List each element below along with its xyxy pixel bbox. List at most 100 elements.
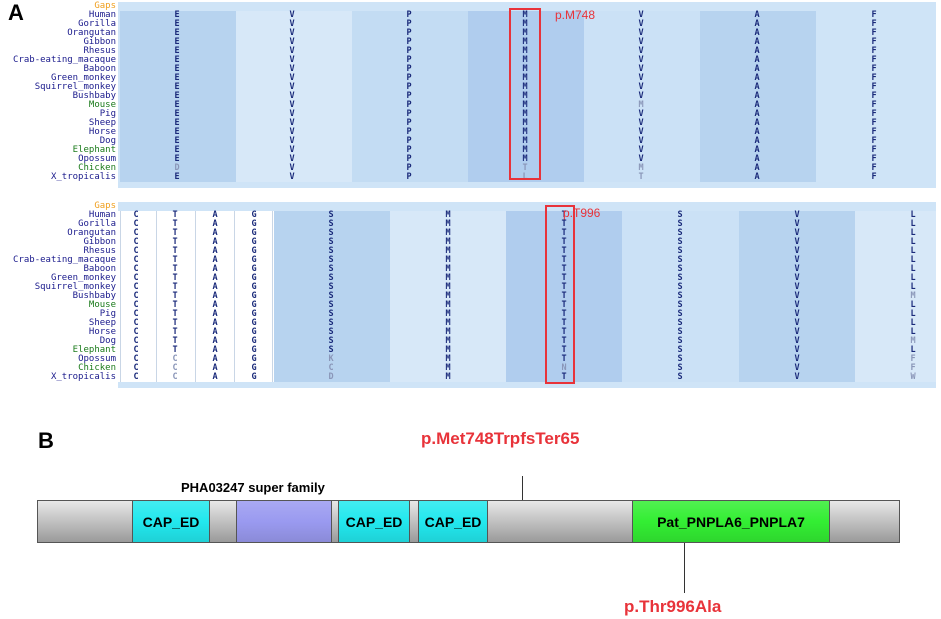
residue: V	[289, 172, 295, 182]
residue: M	[910, 291, 916, 301]
residue: V	[794, 246, 800, 256]
residue: P	[406, 64, 412, 74]
species-label: Dog	[99, 336, 116, 346]
residue: V	[289, 118, 295, 128]
residue: M	[445, 255, 451, 265]
species-label: Bushbaby	[72, 291, 116, 301]
residue: S	[328, 264, 334, 274]
alignment-shading-band	[584, 11, 700, 182]
residue: C	[133, 228, 139, 238]
residue: G	[251, 264, 257, 274]
residue: S	[677, 246, 683, 256]
residue: P	[406, 145, 412, 155]
residue: G	[251, 273, 257, 283]
residue: A	[212, 345, 218, 355]
residue: V	[289, 145, 295, 155]
residue: C	[133, 237, 139, 247]
residue: M	[445, 210, 451, 220]
residue: L	[910, 300, 916, 310]
residue: S	[328, 336, 334, 346]
residue: S	[328, 237, 334, 247]
residue: M	[522, 136, 528, 146]
residue: A	[754, 118, 760, 128]
residue: A	[754, 172, 760, 182]
residue: F	[871, 55, 877, 65]
highlight-label: p.M748	[555, 8, 596, 22]
residue: T	[561, 291, 567, 301]
residue: C	[133, 363, 139, 373]
residue: S	[328, 345, 334, 355]
alignment-shading-band	[118, 211, 274, 382]
residue: T	[561, 210, 567, 220]
mutation-label-top: p.Met748TrpfsTer65	[421, 429, 580, 448]
residue: P	[406, 91, 412, 101]
species-label: Pig	[99, 309, 116, 319]
residue: A	[754, 28, 760, 38]
species-label: X_tropicalis	[50, 372, 116, 382]
column-separator	[272, 211, 273, 382]
residue: E	[174, 127, 180, 137]
residue: C	[133, 345, 139, 355]
residue: S	[677, 237, 683, 247]
residue: W	[910, 372, 916, 382]
residue: F	[871, 100, 877, 110]
residue: M	[445, 291, 451, 301]
residue: P	[406, 118, 412, 128]
highlight-box	[509, 8, 541, 180]
alignment-shading-band	[622, 211, 739, 382]
residue: A	[754, 163, 760, 173]
residue: V	[794, 282, 800, 292]
alignment-shading-band	[352, 11, 468, 182]
residue: V	[794, 354, 800, 364]
residue: A	[754, 145, 760, 155]
residue: S	[677, 219, 683, 229]
residue: M	[522, 19, 528, 29]
residue: C	[133, 210, 139, 220]
residue: P	[406, 163, 412, 173]
residue: V	[638, 91, 644, 101]
species-label: Mouse	[88, 300, 116, 310]
residue: C	[172, 363, 178, 373]
residue: V	[289, 73, 295, 83]
residue: V	[289, 10, 295, 20]
residue: V	[289, 37, 295, 47]
residue: A	[754, 82, 760, 92]
residue: A	[212, 246, 218, 256]
residue: M	[522, 82, 528, 92]
residue: G	[251, 327, 257, 337]
residue: L	[910, 237, 916, 247]
species-label: Gibbon	[83, 37, 116, 47]
residue: F	[871, 73, 877, 83]
protein-domain: CAP_ED	[132, 500, 210, 543]
species-label: Chicken	[78, 363, 116, 373]
residue: E	[174, 19, 180, 29]
mutation-line-top	[522, 476, 523, 500]
residue: A	[212, 363, 218, 373]
residue: P	[406, 37, 412, 47]
residue: M	[638, 100, 644, 110]
residue: A	[754, 73, 760, 83]
species-label: Opossum	[78, 154, 116, 164]
residue: T	[172, 228, 178, 238]
residue: V	[289, 163, 295, 173]
residue: M	[522, 55, 528, 65]
residue: T	[172, 246, 178, 256]
residue: L	[522, 172, 528, 182]
species-label: Chicken	[78, 163, 116, 173]
residue: F	[910, 354, 916, 364]
residue: S	[328, 291, 334, 301]
residue: G	[251, 210, 257, 220]
residue: F	[871, 46, 877, 56]
species-label: Elephant	[72, 345, 116, 355]
residue: V	[289, 46, 295, 56]
species-label: Orangutan	[67, 28, 116, 38]
residue: M	[445, 246, 451, 256]
alignment-shading-band	[506, 211, 622, 382]
residue: F	[871, 28, 877, 38]
residue: G	[251, 309, 257, 319]
residue: F	[871, 127, 877, 137]
residue: V	[289, 82, 295, 92]
column-separator	[195, 211, 196, 382]
residue: P	[406, 136, 412, 146]
protein-domain: CAP_ED	[338, 500, 410, 543]
